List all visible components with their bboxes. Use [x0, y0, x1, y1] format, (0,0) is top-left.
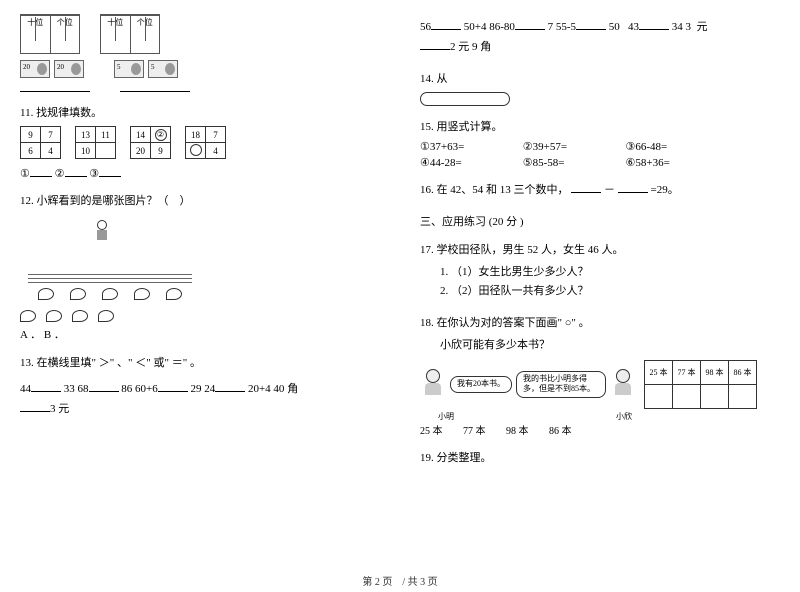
ducks-row	[30, 288, 190, 300]
q14: 14. 从	[420, 70, 780, 86]
q17-s1: 1. （1）女生比男生少多少人？	[440, 263, 780, 283]
blank	[120, 80, 190, 92]
bill-20a: 20	[20, 60, 50, 78]
scene-illustration	[20, 214, 200, 304]
duck-icon	[98, 310, 114, 322]
q13-line-a: 44 33 68 86 60+6 29 24 20+4 40 角 3 元	[20, 380, 380, 420]
options-table: 25 本77 本98 本86 本	[644, 360, 757, 409]
bubble-xin: 我的书比小明多得多，但是不到85本。	[516, 371, 606, 398]
bubble-ming: 我有20本书。	[450, 376, 512, 392]
page-footer: 第 2 页 / 共 3 页	[0, 573, 800, 588]
grid-3: 14②209	[130, 126, 171, 159]
section-3: 三、应用练习 (20 分 )	[420, 213, 780, 229]
duck-icon	[134, 288, 150, 300]
bill-5b: 5	[148, 60, 178, 78]
boy-icon	[90, 220, 114, 248]
duck-icon	[166, 288, 182, 300]
duck-icon	[38, 288, 54, 300]
abacus-row: 十位 个位 十位 个位	[20, 14, 380, 54]
q17: 17. 学校田径队，男生 52 人，女生 46 人。	[420, 241, 780, 257]
calc-row1: ①37+63= ②39+57= ③66-48=	[420, 140, 780, 153]
money-row: 20 20 5 5	[20, 60, 380, 78]
q11-num: 11.	[20, 107, 33, 119]
pattern-grids: 9764 131110 14②209 1874	[20, 126, 380, 159]
q18: 18. 在你认为对的答案下面画" ○" 。	[420, 314, 780, 330]
duck-icon	[102, 288, 118, 300]
q12: 12. 小辉看到的是哪张图片？（ ）	[20, 192, 380, 208]
money-blanks	[20, 80, 380, 92]
abacus-2: 十位 个位	[100, 14, 160, 54]
option-ducks	[20, 310, 380, 322]
kid-names: 小明 小欣	[420, 411, 780, 422]
q18-sub: 小欣可能有多少本书？	[440, 336, 780, 356]
duck-icon	[20, 310, 36, 322]
q11-title: 找规律填数。	[36, 107, 102, 119]
duck-icon	[70, 288, 86, 300]
calc-row2: ④44-28= ⑤85-58= ⑥58+36=	[420, 156, 780, 169]
options-line: 25 本 77 本 98 本 86 本	[420, 422, 780, 437]
capsule-shape	[420, 92, 510, 106]
q16: 16. 在 42、54 和 13 三个数中， － =29。	[420, 181, 780, 197]
kid-xin-icon	[610, 369, 636, 399]
grid-1: 9764	[20, 126, 61, 159]
blank	[20, 80, 90, 92]
duck-icon	[46, 310, 62, 322]
duck-icon	[72, 310, 88, 322]
book-scene: 我有20本书。 我的书比小明多得多，但是不到85本。 25 本77 本98 本8…	[420, 360, 780, 409]
grid-index-line: ① ② ③	[20, 165, 380, 180]
kid-ming-icon	[420, 369, 446, 399]
ab-options: A ． B ．	[20, 326, 380, 342]
grid-4: 1874	[185, 126, 226, 159]
grid-2: 131110	[75, 126, 116, 159]
q11: 11. 找规律填数。	[20, 104, 380, 120]
q13-line-c: 56 50+4 86-80 7 55-5 50 43 34 3 元 2 元 9 …	[420, 18, 780, 58]
q15: 15. 用竖式计算。	[420, 118, 780, 134]
q13: 13. 在横线里填" ＞" 、" ＜" 或" ＝" 。	[20, 354, 380, 370]
bill-5a: 5	[114, 60, 144, 78]
q19: 19. 分类整理。	[420, 449, 780, 465]
abacus-1: 十位 个位	[20, 14, 80, 54]
bill-20b: 20	[54, 60, 84, 78]
q17-s2: 2. （2）田径队一共有多少人？	[440, 282, 780, 302]
